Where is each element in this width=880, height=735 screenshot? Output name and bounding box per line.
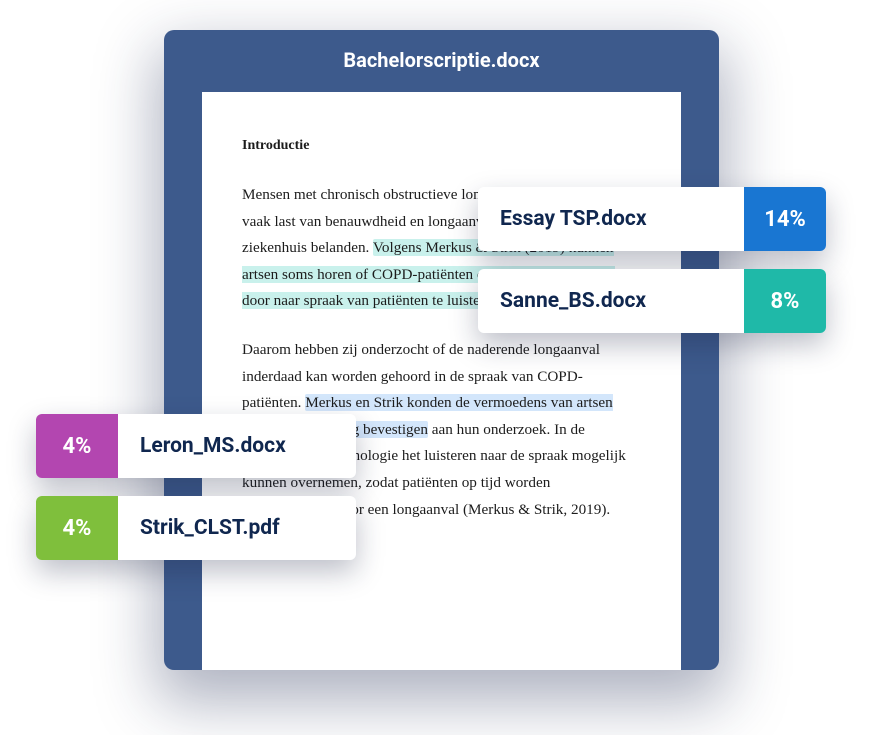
source-label: Leron_MS.docx — [118, 414, 356, 478]
source-label: Essay TSP.docx — [478, 187, 744, 251]
document-window: Bachelorscriptie.docx Introductie Mensen… — [164, 30, 719, 670]
doc-heading: Introductie — [242, 138, 641, 154]
document-page: Introductie Mensen met chronisch obstruc… — [202, 92, 681, 670]
source-card-essay[interactable]: Essay TSP.docx 14% — [478, 187, 826, 251]
document-title: Bachelorscriptie.docx — [164, 30, 719, 88]
source-card-sanne[interactable]: Sanne_BS.docx 8% — [478, 269, 826, 333]
source-card-leron[interactable]: 4% Leron_MS.docx — [36, 414, 356, 478]
source-percent: 8% — [744, 269, 826, 333]
source-percent: 4% — [36, 496, 118, 560]
source-percent: 4% — [36, 414, 118, 478]
source-label: Sanne_BS.docx — [478, 269, 744, 333]
source-label: Strik_CLST.pdf — [118, 496, 356, 560]
source-percent: 14% — [744, 187, 826, 251]
source-card-strik[interactable]: 4% Strik_CLST.pdf — [36, 496, 356, 560]
